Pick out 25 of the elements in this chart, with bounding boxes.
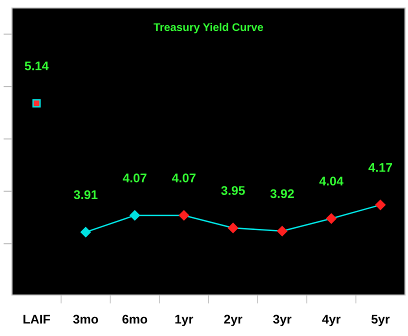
point — [326, 213, 336, 224]
point — [32, 99, 41, 108]
x-tick-label: 1yr — [175, 314, 194, 326]
point — [375, 200, 386, 210]
data-label: 5.14 — [24, 62, 49, 70]
point — [228, 222, 238, 234]
x-tick-label: LAIF — [24, 314, 50, 324]
x-tick-label: 3yr — [273, 314, 292, 326]
point — [178, 210, 190, 221]
x-tick-label: 4yr — [322, 314, 341, 326]
data-label: 3.92 — [270, 189, 294, 198]
data-label: 3.95 — [221, 186, 245, 195]
x-tick-label: 3mo — [73, 314, 98, 324]
data-label: 4.17 — [368, 163, 392, 172]
text: Treasury Yield Curve — [154, 22, 264, 34]
x-tick-label: 5yr — [371, 314, 390, 326]
data-label: 4.04 — [319, 176, 344, 186]
point — [130, 210, 140, 221]
data-label: 3.91 — [74, 190, 98, 200]
x-tick-label: 2yr — [224, 314, 242, 326]
point — [277, 226, 288, 236]
x-tick-label: 6mo — [122, 314, 148, 324]
point — [80, 227, 91, 238]
data-label: 4.07 — [172, 174, 196, 182]
data-label: 4.07 — [122, 174, 146, 182]
